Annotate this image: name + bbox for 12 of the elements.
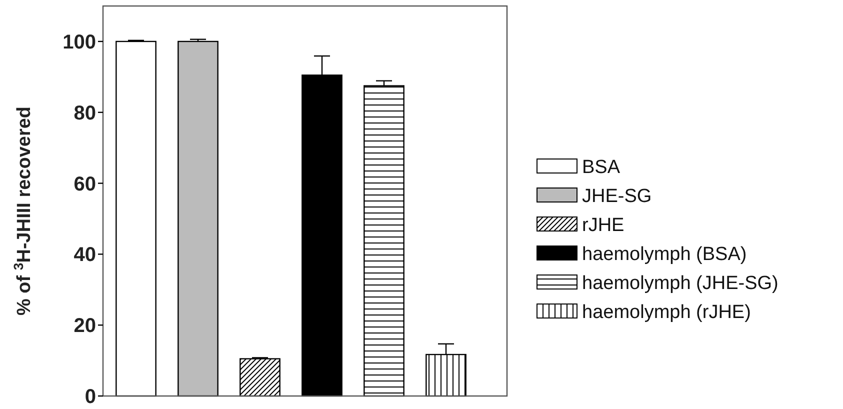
legend-label: haemolymph (JHE-SG) [582,273,778,294]
y-tick-label: 0 [84,386,96,408]
legend-label: JHE-SG [582,186,652,208]
legend-label: rJHE [582,215,624,236]
y-tick-label: 40 [74,244,96,266]
y-tick-label: 60 [74,173,96,196]
y-tick-label: 20 [74,315,96,338]
legend-label: haemolymph (rJHE) [582,302,751,324]
y-tick-label: 100 [62,31,96,54]
legend-label: BSA [582,157,620,178]
legend-label: haemolymph (BSA) [582,244,747,266]
y-tick-label: 80 [74,102,96,124]
